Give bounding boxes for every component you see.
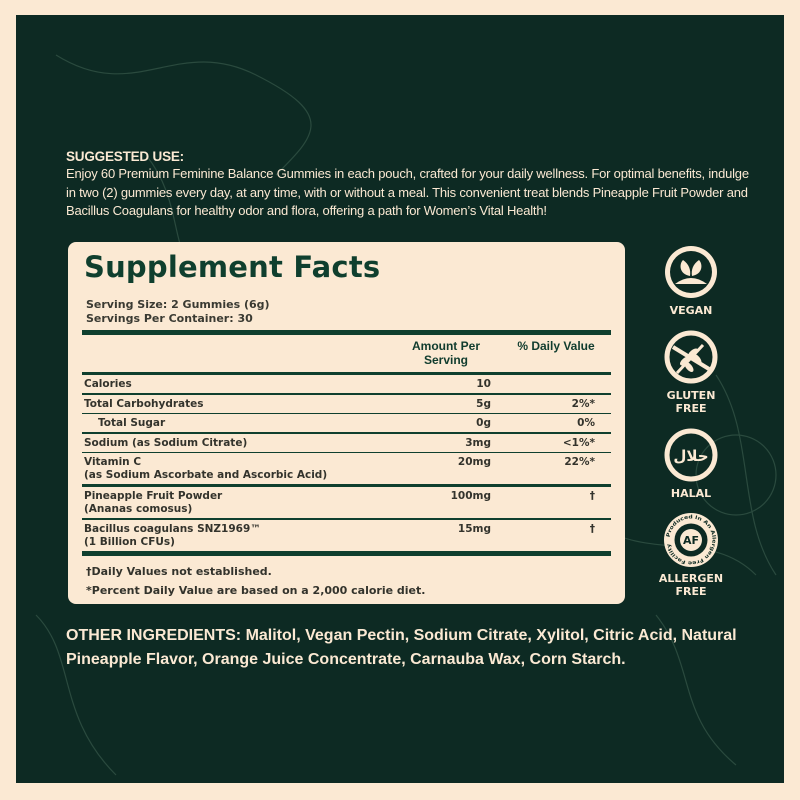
certification-badges: VEGAN GLUTEN FREE حلال HALAL Produced In…: [648, 244, 734, 598]
amount: 100mg: [450, 490, 491, 502]
table-row: Calories 10: [82, 375, 611, 393]
svg-text:حلال: حلال: [673, 447, 708, 465]
facts-title: Supplement Facts: [84, 250, 381, 284]
footnote-percent: *Percent Daily Value are based on a 2,00…: [86, 583, 426, 597]
daily-value: <1%*: [562, 436, 595, 449]
footnote-dagger: †Daily Values not established.: [86, 564, 272, 578]
daily-value: [491, 378, 611, 391]
daily-value: †: [589, 490, 595, 502]
table-row: Total Carbohydrates 5g 2%*: [82, 395, 611, 413]
halal-icon: حلال: [664, 428, 718, 482]
nutrient-name: Total Sugar: [98, 417, 166, 429]
badge-allergen-free: Produced In An Allergen Free Facility AF…: [648, 512, 734, 598]
col-daily-value: % Daily Value: [517, 339, 595, 353]
col-amount: Amount Per Serving: [411, 339, 480, 367]
badge-gluten-free: GLUTEN FREE: [648, 329, 734, 415]
servings-per-container: Servings Per Container: 30: [86, 312, 253, 325]
table-row: Sodium (as Sodium Citrate) 3mg <1%*: [82, 434, 611, 452]
divider: [82, 412, 611, 414]
divider: [82, 372, 611, 375]
divider: [82, 451, 611, 453]
table-row: Pineapple Fruit Powder (Ananas comosus) 10…: [82, 487, 611, 518]
badge-vegan: VEGAN: [648, 244, 734, 317]
amount: 15mg: [457, 522, 491, 535]
supplement-facts-panel: Supplement Facts Serving Size: 2 Gummies…: [68, 242, 625, 604]
nutrient-name: Total Carbohydrates: [84, 397, 204, 410]
amount: 10: [476, 378, 491, 390]
divider: [82, 393, 611, 395]
nutrient-name: Calories: [84, 378, 132, 390]
divider: [82, 432, 611, 434]
amount: 20mg: [457, 456, 491, 468]
daily-value: 2%*: [571, 397, 595, 410]
table-row: Bacillus coagulans SNZ1969™ (1 Billion CF…: [82, 520, 611, 551]
no-wheat-icon: [664, 330, 718, 384]
allergen-free-icon: Produced In An Allergen Free Facility AF: [664, 513, 718, 567]
nutrient-name: Sodium (as Sodium Citrate): [84, 436, 248, 449]
divider: [82, 518, 611, 520]
table-row: Vitamin C (as Sodium Ascorbate and Ascorb…: [82, 453, 611, 484]
divider: [82, 550, 611, 556]
divider: [82, 484, 611, 487]
divider: [82, 330, 611, 335]
suggested-use-text: Enjoy 60 Premium Feminine Balance Gummie…: [66, 166, 749, 218]
nutrient-name: Bacillus coagulans SNZ1969™ (1 Billion CF…: [84, 522, 261, 548]
amount: 5g: [476, 397, 491, 410]
daily-value: 0%: [577, 417, 595, 429]
suggested-use-heading: SUGGESTED USE:: [66, 149, 184, 164]
nutrient-name: Vitamin C (as Sodium Ascorbate and Ascorb…: [84, 456, 328, 481]
table-header: Amount Per Serving % Daily Value: [82, 335, 611, 372]
badge-halal: حلال HALAL: [648, 427, 734, 500]
other-ingredients: OTHER INGREDIENTS: Malitol, Vegan Pectin…: [66, 627, 737, 668]
table-row: Total Sugar 0g 0%: [82, 414, 611, 432]
nutrient-name: Pineapple Fruit Powder (Ananas comosus): [84, 490, 223, 515]
amount: 3mg: [465, 436, 491, 449]
daily-value: †: [589, 522, 595, 535]
leaf-icon: [665, 246, 717, 298]
serving-size: Serving Size: 2 Gummies (6g): [86, 298, 270, 311]
suggested-use: SUGGESTED USE: Enjoy 60 Premium Feminine…: [66, 148, 756, 221]
daily-value: 22%*: [564, 456, 595, 468]
amount: 0g: [476, 417, 491, 429]
svg-text:AF: AF: [683, 534, 699, 547]
